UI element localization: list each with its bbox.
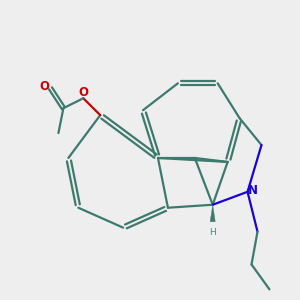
Text: N: N [248, 184, 258, 197]
Text: O: O [78, 86, 88, 99]
Text: O: O [39, 80, 49, 93]
Polygon shape [210, 205, 215, 222]
Text: H: H [209, 228, 216, 237]
